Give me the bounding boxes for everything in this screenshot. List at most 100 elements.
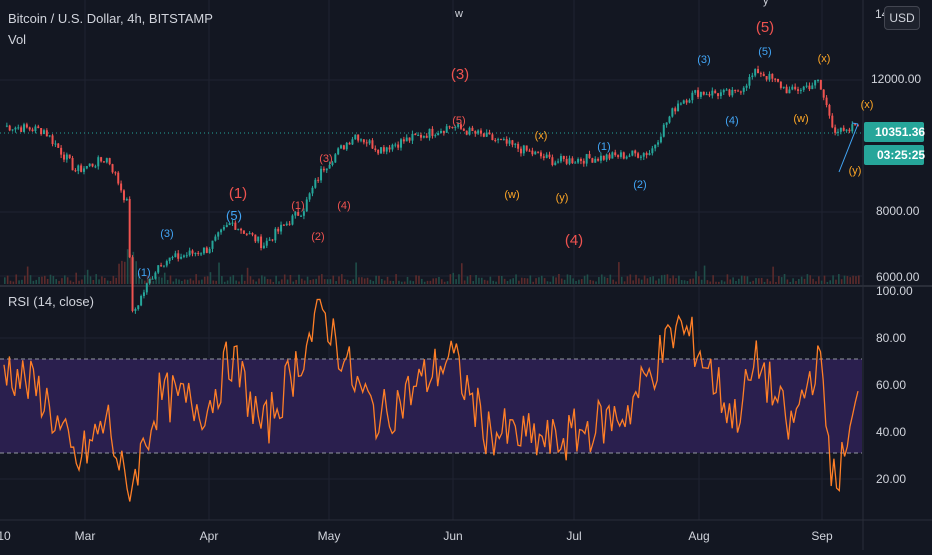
- volume-bar: [209, 272, 212, 284]
- volume-bar: [746, 276, 749, 284]
- candle-body: [631, 150, 634, 156]
- wave-minor-1[interactable]: (1): [291, 200, 304, 212]
- candle-body: [342, 145, 345, 150]
- volume-legend[interactable]: Vol: [8, 32, 26, 47]
- price-candles[interactable]: [5, 65, 859, 314]
- volume-bar: [760, 277, 763, 284]
- wave-minor-5[interactable]: (5): [452, 115, 465, 127]
- wave-orange-w-2[interactable]: (w): [793, 113, 808, 125]
- rsi-line-group[interactable]: [3, 298, 859, 502]
- rsi-tick: 20.00: [876, 472, 906, 486]
- wave-blue-1[interactable]: (1): [597, 141, 610, 153]
- volume-bar: [249, 276, 252, 284]
- wave-orange-x-3[interactable]: (x): [861, 99, 874, 111]
- candle-body: [40, 127, 43, 135]
- wave-minor-3[interactable]: (3): [319, 153, 332, 165]
- candle-body: [274, 228, 277, 241]
- wave-major-4[interactable]: (4): [565, 232, 583, 249]
- candle-body: [25, 124, 28, 128]
- volume-bar: [275, 275, 277, 284]
- symbol-title[interactable]: Bitcoin / U.S. Dollar, 4h, BITSTAMP: [8, 11, 213, 26]
- candle-body: [354, 134, 357, 140]
- candle-body: [177, 253, 180, 259]
- candle-body: [662, 124, 665, 137]
- candle-body: [48, 135, 51, 137]
- candle-body: [668, 116, 671, 123]
- price-axis[interactable]: 14 12000.00 8000.00 6000.00: [871, 7, 921, 284]
- candle-body: [122, 190, 125, 201]
- volume-bar: [63, 275, 66, 284]
- volume-bar: [823, 275, 826, 284]
- candle-body: [200, 253, 203, 255]
- volume-bar: [335, 281, 337, 284]
- volume-bar: [735, 281, 737, 284]
- candle-body: [459, 124, 462, 129]
- wave-minor-4[interactable]: (4): [337, 200, 350, 212]
- volume-bar: [363, 278, 366, 284]
- trend-line-drawing-cap[interactable]: [851, 122, 859, 125]
- candle-body: [491, 134, 494, 140]
- volume-bar: [289, 274, 292, 284]
- volume-bar: [655, 280, 657, 284]
- volume-bar: [166, 279, 169, 284]
- time-axis[interactable]: 10 Mar Apr May Jun Jul Aug Sep: [0, 529, 833, 543]
- wave-major-1[interactable]: (1): [229, 185, 247, 202]
- candle-body: [31, 129, 34, 132]
- volume-bar: [683, 280, 686, 284]
- wave-blue-2[interactable]: (2): [633, 179, 646, 191]
- candle-body: [228, 223, 231, 226]
- candle-body: [42, 130, 45, 135]
- volume-bar: [372, 281, 375, 284]
- wave-blue-5[interactable]: (5): [758, 46, 771, 58]
- rsi-legend[interactable]: RSI (14, close): [8, 294, 94, 309]
- candle-body: [568, 158, 571, 164]
- candle-body: [14, 127, 17, 130]
- candle-body: [208, 248, 211, 253]
- candle-body: [777, 78, 780, 82]
- candle-body: [405, 137, 408, 142]
- wave-blue-1-early[interactable]: (1): [137, 267, 150, 279]
- candle-body: [265, 240, 268, 246]
- candle-body: [157, 265, 160, 273]
- wave-blue-3[interactable]: (3): [697, 54, 710, 66]
- wave-blue-3-early[interactable]: (3): [160, 228, 173, 240]
- wave-major-3[interactable]: (3): [451, 66, 469, 83]
- candle-body: [828, 104, 831, 116]
- volume-bar: [215, 280, 217, 284]
- candle-body: [539, 152, 542, 157]
- wave-orange-x[interactable]: (x): [535, 130, 548, 142]
- volume-bar: [806, 274, 809, 284]
- wave-orange-x-2[interactable]: (x): [818, 53, 831, 65]
- wave-blue-4[interactable]: (4): [725, 115, 738, 127]
- candle-body: [65, 154, 68, 160]
- candle-body: [234, 222, 237, 230]
- volume-bar: [6, 275, 9, 284]
- volume-bar: [255, 281, 257, 284]
- wave-orange-w[interactable]: (w): [504, 189, 519, 201]
- candle-body: [348, 142, 351, 145]
- volume-bar: [238, 281, 240, 284]
- wave-orange-y[interactable]: (y): [556, 192, 569, 204]
- wave-minor-2[interactable]: (2): [311, 231, 324, 243]
- wave-orange-y-2[interactable]: (y): [849, 165, 862, 177]
- currency-button[interactable]: USD: [884, 6, 920, 30]
- candle-body: [391, 144, 394, 150]
- elliott-wave-labels[interactable]: w y (1) (3) (4) (5) (1) (2) (3) (4) (5) …: [137, 0, 873, 279]
- candle-body: [742, 87, 745, 92]
- candle-body: [534, 151, 537, 155]
- candle-body: [548, 154, 551, 158]
- rsi-axis[interactable]: 100.00 80.00 60.00 40.00 20.00: [876, 284, 913, 486]
- wave-blue-5-early[interactable]: (5): [226, 208, 242, 223]
- candle-body: [751, 75, 754, 77]
- candle-body: [160, 265, 163, 267]
- candle-body: [302, 211, 305, 216]
- volume-bar: [720, 280, 723, 284]
- wave-letter-y[interactable]: y: [763, 0, 769, 7]
- wave-letter-w[interactable]: w: [454, 8, 463, 20]
- candle-body: [665, 122, 668, 125]
- volume-bar: [600, 274, 603, 284]
- wave-major-5[interactable]: (5): [756, 19, 774, 36]
- trend-line-drawing[interactable]: [838, 123, 859, 173]
